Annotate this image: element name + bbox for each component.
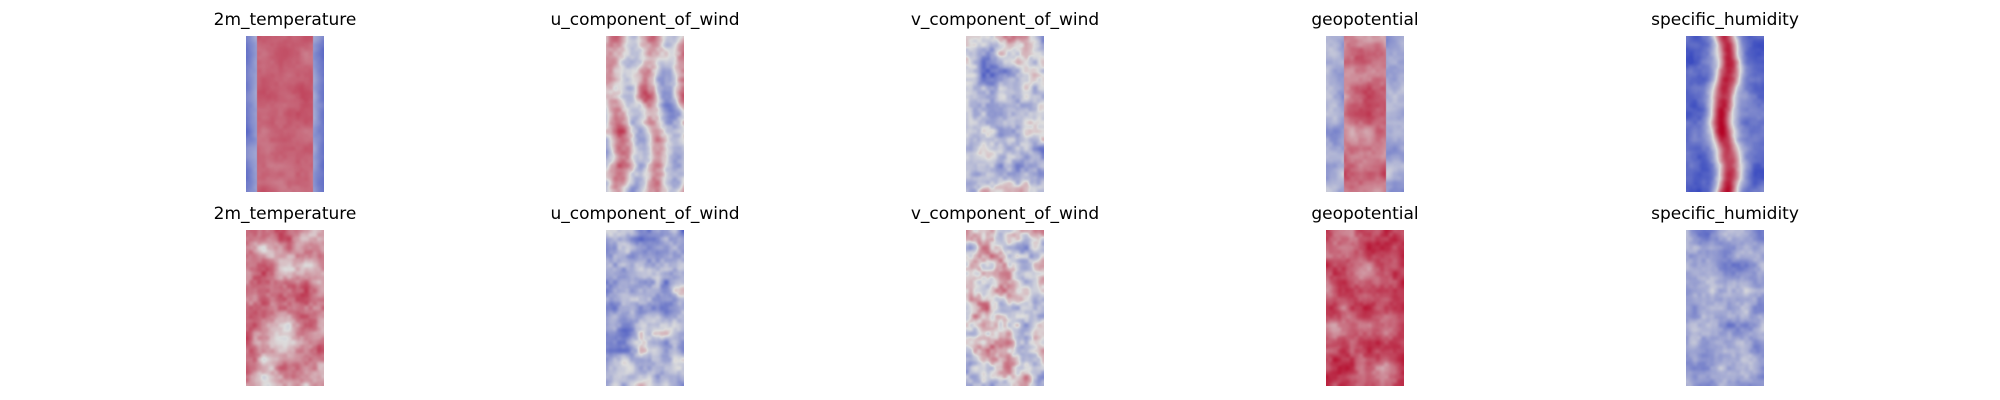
panel-2m-temperature-row1: 2m_temperature [185,0,385,192]
panel-title: 2m_temperature [213,204,357,224]
panel-2m-temperature-row2: 2m_temperature [185,194,385,386]
panel-title: specific_humidity [1651,10,1799,30]
panel-title: u_component_of_wind [550,204,740,224]
heatmap-image [606,230,684,386]
panel-title: v_component_of_wind [910,204,1100,224]
heatmap-image [606,36,684,192]
heatmap-image [1326,36,1404,192]
panel-geopotential-row2: geopotential [1265,194,1465,386]
heatmap-image [1686,36,1764,192]
heatmap-image [246,36,324,192]
panel-title: u_component_of_wind [550,10,740,30]
panel-u-component-of-wind-row2: u_component_of_wind [545,194,745,386]
panel-title: 2m_temperature [213,10,357,30]
panel-title: geopotential [1311,10,1419,30]
panel-title: geopotential [1311,204,1419,224]
panel-title: specific_humidity [1651,204,1799,224]
panel-specific-humidity-row2: specific_humidity [1625,194,1825,386]
panel-title: v_component_of_wind [910,10,1100,30]
panel-u-component-of-wind-row1: u_component_of_wind [545,0,745,192]
heatmap-image [1686,230,1764,386]
heatmap-image [246,230,324,386]
heatmap-image [1326,230,1404,386]
panel-v-component-of-wind-row1: v_component_of_wind [905,0,1105,192]
heatmap-image [966,230,1044,386]
panel-geopotential-row1: geopotential [1265,0,1465,192]
panel-v-component-of-wind-row2: v_component_of_wind [905,194,1105,386]
panel-specific-humidity-row1: specific_humidity [1625,0,1825,192]
heatmap-image [966,36,1044,192]
